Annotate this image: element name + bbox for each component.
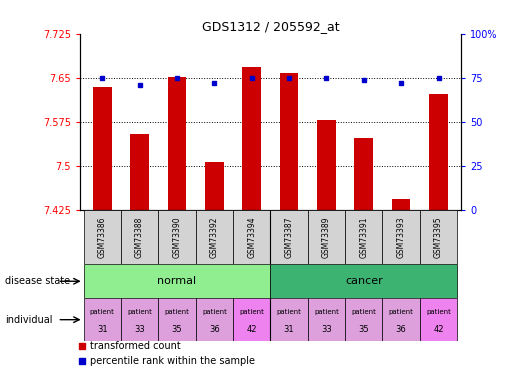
Bar bbox=[158, 298, 196, 341]
Title: GDS1312 / 205592_at: GDS1312 / 205592_at bbox=[201, 20, 339, 33]
Text: 42: 42 bbox=[433, 325, 444, 334]
Text: GSM73391: GSM73391 bbox=[359, 216, 368, 258]
Bar bbox=[243, 67, 261, 210]
Text: 33: 33 bbox=[134, 325, 145, 334]
Bar bbox=[270, 264, 457, 298]
Bar bbox=[167, 76, 186, 210]
Text: patient: patient bbox=[426, 309, 451, 315]
Text: GSM73394: GSM73394 bbox=[247, 216, 256, 258]
Text: normal: normal bbox=[158, 276, 197, 286]
Bar bbox=[121, 210, 158, 264]
Text: individual: individual bbox=[5, 315, 53, 325]
Text: patient: patient bbox=[127, 309, 152, 315]
Bar bbox=[158, 210, 196, 264]
Text: patient: patient bbox=[314, 309, 339, 315]
Bar bbox=[83, 298, 121, 341]
Bar bbox=[233, 298, 270, 341]
Bar bbox=[420, 298, 457, 341]
Bar bbox=[83, 264, 270, 298]
Text: 31: 31 bbox=[284, 325, 295, 334]
Text: GSM73388: GSM73388 bbox=[135, 216, 144, 258]
Text: 36: 36 bbox=[209, 325, 220, 334]
Text: 35: 35 bbox=[171, 325, 182, 334]
Text: GSM73387: GSM73387 bbox=[285, 216, 294, 258]
Bar bbox=[354, 138, 373, 210]
Text: GSM73393: GSM73393 bbox=[397, 216, 406, 258]
Text: GSM73389: GSM73389 bbox=[322, 216, 331, 258]
Legend: transformed count, percentile rank within the sample: transformed count, percentile rank withi… bbox=[74, 338, 259, 370]
Text: GSM73390: GSM73390 bbox=[173, 216, 181, 258]
Text: patient: patient bbox=[239, 309, 264, 315]
Bar bbox=[93, 87, 112, 210]
Text: 35: 35 bbox=[358, 325, 369, 334]
Text: 36: 36 bbox=[396, 325, 406, 334]
Bar bbox=[345, 298, 383, 341]
Bar bbox=[196, 210, 233, 264]
Text: GSM73386: GSM73386 bbox=[98, 216, 107, 258]
Text: 33: 33 bbox=[321, 325, 332, 334]
Text: disease state: disease state bbox=[5, 276, 70, 286]
Text: 42: 42 bbox=[247, 325, 257, 334]
Bar bbox=[383, 210, 420, 264]
Bar bbox=[383, 298, 420, 341]
Bar bbox=[308, 298, 345, 341]
Text: patient: patient bbox=[351, 309, 376, 315]
Bar bbox=[420, 210, 457, 264]
Text: patient: patient bbox=[277, 309, 301, 315]
Bar bbox=[130, 134, 149, 210]
Text: patient: patient bbox=[90, 309, 115, 315]
Text: patient: patient bbox=[389, 309, 414, 315]
Bar bbox=[429, 94, 448, 210]
Bar bbox=[270, 210, 308, 264]
Bar bbox=[83, 210, 121, 264]
Bar bbox=[196, 298, 233, 341]
Bar bbox=[280, 73, 298, 210]
Bar bbox=[308, 210, 345, 264]
Text: patient: patient bbox=[202, 309, 227, 315]
Text: patient: patient bbox=[164, 309, 190, 315]
Bar bbox=[317, 120, 336, 210]
Bar bbox=[205, 162, 224, 210]
Bar bbox=[121, 298, 158, 341]
Bar bbox=[270, 298, 308, 341]
Text: GSM73392: GSM73392 bbox=[210, 216, 219, 258]
Text: cancer: cancer bbox=[345, 276, 383, 286]
Bar bbox=[233, 210, 270, 264]
Bar bbox=[392, 200, 410, 210]
Text: GSM73395: GSM73395 bbox=[434, 216, 443, 258]
Text: 31: 31 bbox=[97, 325, 108, 334]
Bar bbox=[345, 210, 383, 264]
